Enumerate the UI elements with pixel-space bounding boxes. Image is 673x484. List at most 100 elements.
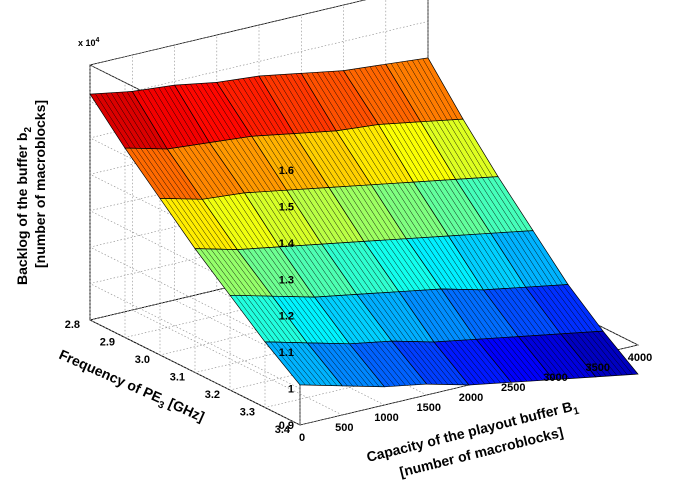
surface-meshline (451, 289, 487, 339)
surface-meshline (266, 295, 303, 343)
surface-meshline (116, 92, 152, 149)
surface-meshline (520, 287, 556, 335)
surface-meshline (383, 292, 419, 342)
surface-meshline (322, 71, 358, 128)
surface-meshline (422, 58, 458, 120)
surface-meshline (404, 291, 440, 342)
surface-meshline (243, 78, 279, 135)
surface-meshline (135, 148, 171, 199)
surface-meshline (444, 341, 480, 385)
surface-meshline (239, 193, 275, 248)
surface-meshline (280, 342, 316, 386)
surface-meshline (462, 289, 498, 339)
y-tick-label: 3.2 (205, 389, 220, 401)
z-tick-label: 1.5 (279, 201, 294, 213)
surface-meshline (488, 289, 524, 337)
surface-meshline (317, 342, 353, 387)
surface-meshline (314, 132, 351, 187)
surface-meshline (348, 242, 384, 293)
surface-meshline (295, 245, 331, 297)
surface-meshline (469, 234, 505, 289)
surface-meshline (550, 334, 586, 378)
surface-meshline (446, 288, 482, 340)
surface-meshline (322, 343, 359, 387)
surface-meshline (546, 285, 583, 333)
surface-meshline (285, 74, 321, 133)
surface-meshline (374, 240, 410, 292)
surface-meshline (161, 148, 198, 200)
surface-meshline (504, 288, 540, 336)
surface-meshline (418, 181, 454, 236)
surface-meshline (501, 232, 537, 287)
surface-meshline (355, 185, 391, 240)
surface-mesh (89, 57, 639, 388)
surface-meshline (456, 289, 493, 339)
surface-meshline (491, 338, 528, 382)
surface-meshline (380, 64, 416, 123)
surface-meshline (140, 148, 176, 199)
surface-meshline (223, 195, 259, 249)
surface-meshline (207, 198, 243, 250)
surface-meshline (191, 198, 227, 250)
surface-meshline (502, 337, 538, 381)
surface-meshline (360, 185, 396, 240)
surface-meshline (252, 248, 289, 297)
surface-meshline (369, 66, 406, 123)
surface-meshline (145, 148, 182, 199)
surface-meshline (193, 144, 229, 196)
surface-meshline (406, 60, 443, 121)
surface-meshline (186, 198, 222, 250)
surface-meshline (367, 293, 403, 342)
surface-meshline (300, 245, 336, 296)
surface-meshline (534, 335, 570, 379)
surface-meshline (180, 198, 217, 250)
surface-meshline (147, 88, 184, 147)
surface-meshline (284, 246, 320, 297)
surface-meshline (274, 247, 310, 298)
surface-meshline (303, 296, 340, 344)
surface-meshline (219, 140, 256, 193)
surface-meshline (539, 335, 575, 379)
surface-meshline (332, 71, 369, 127)
surface-meshline (304, 132, 340, 187)
x-tick-label: 3500 (586, 362, 610, 374)
surface-meshline (415, 121, 451, 180)
surface-meshline (256, 295, 292, 343)
surface-meshline (274, 74, 310, 133)
surface-meshline (344, 186, 380, 241)
surface-meshline (211, 82, 247, 138)
surface-meshline (464, 234, 500, 290)
surface-meshline (407, 341, 443, 385)
surface-meshline (437, 236, 474, 290)
surface-meshline (318, 188, 354, 243)
surface-meshline (241, 137, 277, 192)
surface-meshline (231, 249, 268, 297)
surface-meshline (262, 135, 298, 190)
surface-meshline (367, 125, 404, 183)
surface-meshline (267, 135, 303, 190)
surface-meshline (100, 93, 136, 149)
surface-meshline (215, 248, 252, 296)
surface-meshline (441, 120, 478, 179)
surface-meshline (295, 73, 332, 132)
z-exponent: x 104 (78, 37, 100, 48)
surface-meshline (447, 119, 483, 178)
surface-meshline (562, 284, 598, 332)
surface-meshline (357, 127, 393, 184)
y-tick-label: 2.9 (100, 337, 115, 349)
surface-meshline (205, 248, 241, 296)
surface-meshline (307, 188, 344, 243)
surface-meshline (232, 79, 268, 136)
surface-meshline (290, 73, 326, 132)
surface-meshline (390, 63, 427, 122)
surface-meshline (324, 296, 361, 344)
surface-meshline (386, 341, 422, 385)
surface-meshline (339, 186, 375, 241)
surface-meshline (95, 93, 131, 149)
surface-meshline (576, 332, 612, 376)
surface-meshline (536, 286, 572, 334)
surface-meshline (233, 194, 270, 248)
surface-meshline (221, 249, 257, 297)
surface-meshline (401, 61, 437, 121)
